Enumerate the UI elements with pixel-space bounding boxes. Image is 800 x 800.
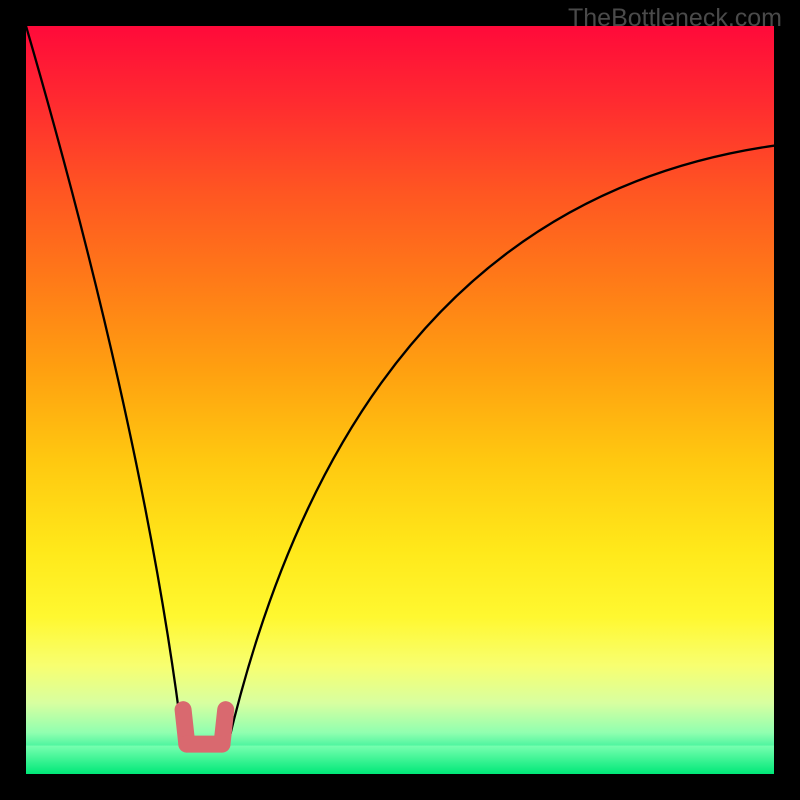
trough-marker bbox=[183, 710, 226, 744]
bottleneck-curve bbox=[26, 26, 774, 774]
plot-area bbox=[26, 26, 774, 774]
chart-frame bbox=[0, 0, 800, 800]
watermark-text: TheBottleneck.com bbox=[568, 4, 782, 33]
